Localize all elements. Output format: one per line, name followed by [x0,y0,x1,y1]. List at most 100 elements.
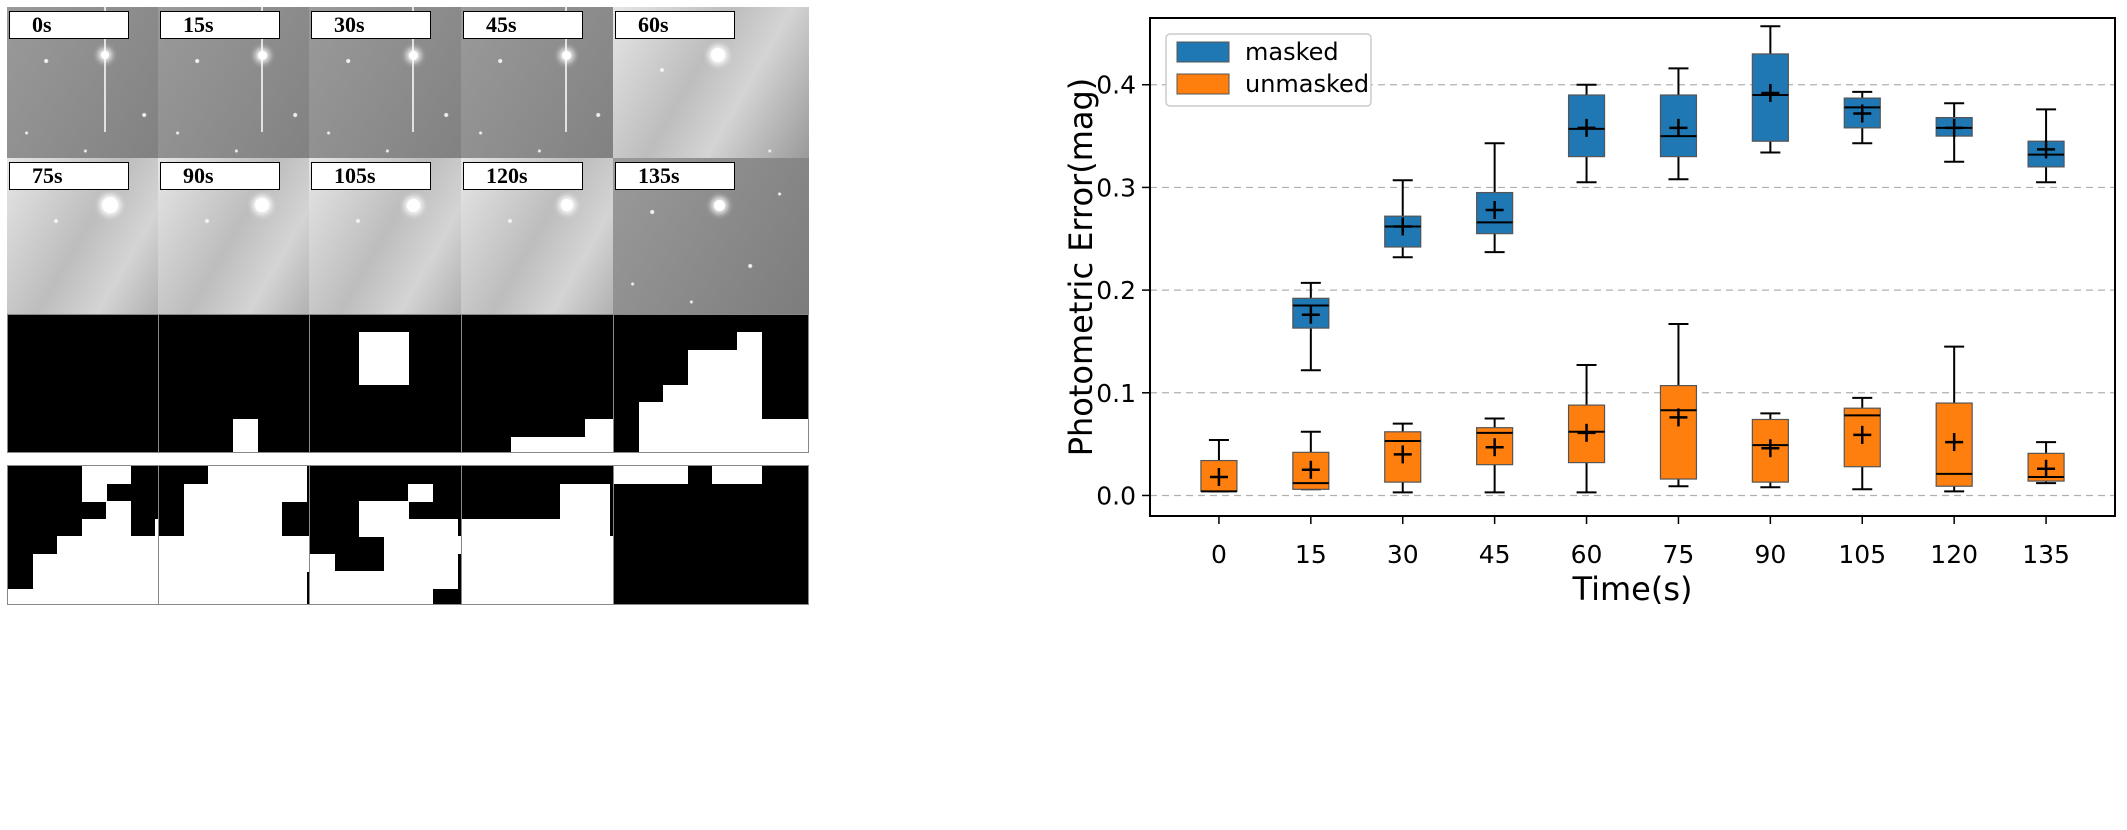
mask-cell [383,332,409,351]
mask-cell [614,466,639,484]
mask-cell [560,536,585,554]
mask-cell [130,571,156,589]
diffraction-spike [565,7,567,132]
mask-cell [560,501,585,519]
mask-cell [462,518,487,537]
mask-cell [208,536,233,554]
mask-cell [584,419,610,438]
mask-cell [687,401,713,420]
mask-cell [359,501,384,519]
mask-cell [8,588,33,604]
mask-cell [159,571,184,589]
x-tick-label: 120 [1930,540,1978,569]
x-tick-label: 75 [1663,540,1695,569]
mask-cell [535,436,561,452]
mask-cell [32,553,58,572]
mask-cell [334,571,360,589]
mask-cell [383,553,409,572]
mask-cell [535,518,561,537]
mask-cell [81,588,107,604]
mask-cell [584,553,610,572]
masked-legend-swatch [1176,41,1230,63]
mask-cell [687,349,713,368]
mask-cell [663,401,688,420]
mask-cell [712,466,737,484]
mask-cell [687,419,713,438]
mask-cell [257,501,282,519]
mask-cell [106,553,131,572]
mask-cell [663,466,688,484]
x-tick-label: 45 [1479,540,1511,569]
mask-cell [687,367,713,386]
mask-cell [432,571,458,589]
mask-cell [712,367,737,386]
frame-time-label: 75s [9,162,129,190]
mask-cell [159,536,184,554]
mask-cell [159,588,184,604]
mask-cell [560,588,585,604]
mask-cell [106,536,131,554]
mask-cell [208,483,233,502]
masked-legend-label: masked [1245,38,1339,66]
y-axis-title: Photometric Error(mag) [1062,78,1100,457]
mask-cell [584,518,610,537]
mask-cell [408,571,433,589]
frame-time-label: 120s [463,162,583,190]
binary-mask-120s [461,465,657,605]
mask-cell [408,588,433,604]
mask-cell [257,553,282,572]
mask-cell [584,588,610,604]
mask-cell [232,571,258,589]
image-grid: 0s 15s 30s 45s 60s 75s 90s 105s 120s 135s [0,0,1040,830]
mask-cell [486,588,512,604]
sky-image-135s: 135s [613,158,809,338]
mask-cell [408,536,433,554]
mask-cell [257,588,282,604]
mask-cell [736,436,762,452]
mask-cell [511,436,536,452]
mask-cell [57,553,82,572]
mask-cell [281,588,307,604]
mask-cell [359,588,384,604]
mask-cell [106,518,131,537]
y-tick-label: 0.4 [1096,71,1136,100]
mask-cell [310,571,335,589]
mask-cell [334,588,360,604]
mask-cell [535,553,561,572]
x-tick-label: 90 [1754,540,1786,569]
mask-cell [560,483,585,502]
y-tick-label: 0.0 [1096,481,1136,510]
mask-cell [183,571,209,589]
frame-time-label: 30s [311,11,431,39]
mask-cell [687,384,713,403]
mask-cell [736,466,762,484]
mask-cell [32,588,58,604]
mask-cell [208,553,233,572]
mask-cell [232,588,258,604]
mask-cell [663,384,688,403]
mask-cell [106,571,131,589]
mask-cell [130,588,156,604]
mask-cell [232,483,258,502]
mask-cell [106,588,131,604]
mask-cell [383,501,409,519]
mask-cell [511,553,536,572]
plot-frame [1149,17,2116,517]
mask-cell [712,384,737,403]
mask-cell [383,349,409,368]
mask-cell [81,466,107,484]
mask-cell [486,536,512,554]
mask-cell [57,571,82,589]
mask-cell [584,536,610,554]
mask-cell [232,419,258,438]
mask-cell [281,483,307,502]
bright-star [102,197,118,213]
mask-cell [81,536,107,554]
frame-time-label: 90s [160,162,280,190]
mask-cell [183,536,209,554]
mask-cell [130,536,156,554]
mask-cell [560,436,585,452]
x-tick-label: 15 [1295,540,1327,569]
mask-cell [208,466,233,484]
mask-cell [663,436,688,452]
